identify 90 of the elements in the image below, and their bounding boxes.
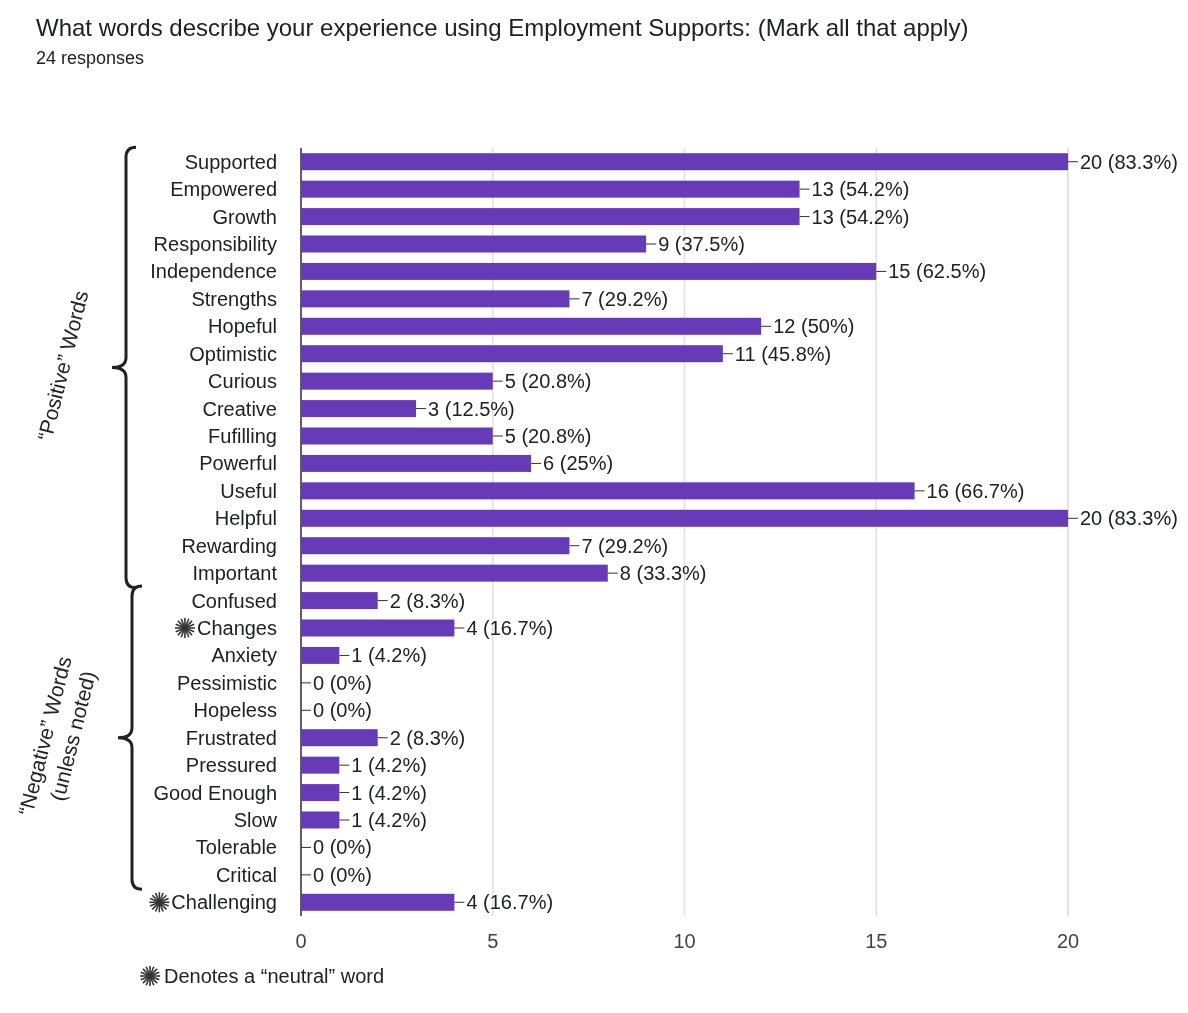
y-tick-label: Pressured (185, 754, 277, 777)
data-label: 1 (4.2%) (351, 809, 427, 831)
bar (301, 619, 455, 637)
y-tick-label: Fufilling (208, 425, 277, 447)
bar (301, 290, 570, 308)
y-tick-label: Important (192, 562, 278, 585)
x-tick-label: 20 (1056, 930, 1080, 952)
bar (301, 153, 1068, 171)
data-label: 2 (8.3%) (389, 726, 466, 749)
data-label: 13 (54.2%) (811, 205, 910, 228)
y-tick-label: Pessimistic (176, 671, 277, 694)
y-tick-label: Helpful (214, 507, 277, 530)
y-tick-label: Powerful (199, 452, 277, 475)
data-label: 13 (54.2%) (811, 178, 910, 201)
y-tick-label: Curious (208, 370, 277, 393)
data-label: 20 (83.3%) (1080, 507, 1178, 530)
y-tick-label: Anxiety (211, 644, 277, 667)
data-label: 1 (4.2%) (351, 644, 427, 667)
y-tick-label: Tolerable (195, 836, 277, 859)
bar (301, 729, 378, 747)
bar (301, 454, 532, 472)
data-label: 1 (4.2%) (351, 754, 427, 777)
bar (301, 784, 340, 802)
text: Denotes a “neutral” word (164, 965, 385, 987)
y-tick-label: Slow (233, 809, 278, 831)
text: “Positive” Words (32, 288, 93, 443)
bar (301, 811, 340, 829)
data-label: 9 (37.5%) (658, 233, 745, 255)
bar (301, 756, 340, 774)
data-label: 0 (0%) (313, 699, 372, 722)
y-tick-label: Supported (184, 150, 277, 173)
bar (301, 646, 340, 664)
chart-title: What words describe your experience using Employment Supports: (Mark all that apply) (36, 14, 969, 41)
y-tick-label: Optimistic (189, 342, 277, 365)
y-tick-label: Hopeful (208, 315, 277, 338)
bar (301, 180, 800, 198)
y-tick-label: Hopeless (193, 699, 277, 722)
y-tick-label: Independence (150, 260, 277, 283)
bar (301, 893, 455, 911)
bar (301, 427, 493, 445)
bar (301, 400, 417, 418)
data-label: 0 (0%) (313, 836, 372, 859)
data-label: 0 (0%) (313, 671, 372, 694)
y-tick-label: Challenging (171, 891, 277, 914)
y-tick-label: Critical (215, 863, 277, 886)
data-label: 0 (0%) (313, 863, 372, 886)
data-label: 4 (16.7%) (466, 617, 554, 639)
data-label: 5 (20.8%) (504, 425, 592, 447)
data-label: 2 (8.3%) (389, 589, 466, 612)
x-tick-label: 0 (295, 930, 307, 952)
x-tick-label: 5 (487, 930, 499, 952)
y-tick-label: Responsibility (153, 233, 277, 255)
text: “Negative” Words (unless noted) (13, 654, 100, 818)
data-label: 20 (83.3%) (1080, 150, 1178, 173)
y-tick-label: Frustrated (185, 726, 277, 749)
y-tick-label: Changes (196, 617, 277, 639)
data-label: 1 (4.2%) (351, 781, 427, 804)
y-tick-label: Rewarding (181, 534, 277, 557)
y-tick-label: Strengths (191, 287, 277, 310)
data-label: 4 (16.7%) (466, 891, 554, 914)
data-label: 16 (66.7%) (926, 479, 1025, 502)
bar (301, 372, 493, 390)
y-tick-label: Empowered (170, 178, 277, 201)
y-tick-label: Growth (212, 205, 277, 228)
bar (301, 235, 647, 253)
data-label: 12 (50%) (773, 315, 855, 338)
bar (301, 509, 1068, 527)
bar (301, 262, 877, 280)
bar (301, 537, 570, 555)
data-label: 7 (29.2%) (581, 534, 669, 557)
bar (301, 208, 800, 226)
bar (301, 317, 762, 335)
y-tick-label: Confused (191, 589, 277, 612)
data-label: 7 (29.2%) (581, 287, 669, 310)
x-tick-label: 15 (865, 930, 888, 952)
x-tick-label: 10 (673, 930, 696, 952)
data-label: 6 (25%) (543, 452, 614, 475)
bar (301, 592, 378, 610)
bar (301, 482, 915, 500)
y-tick-label: Good Enough (153, 781, 277, 804)
y-tick-label: Creative (202, 397, 277, 420)
y-tick-label: Useful (220, 479, 277, 502)
text: 24 responses (36, 48, 145, 68)
data-label: 11 (45.8%) (734, 342, 832, 365)
data-label: 8 (33.3%) (619, 562, 707, 585)
data-label: 5 (20.8%) (504, 370, 592, 393)
data-label: 15 (62.5%) (888, 260, 987, 283)
bar (301, 345, 723, 363)
bar (301, 564, 608, 582)
data-label: 3 (12.5%) (428, 397, 515, 420)
